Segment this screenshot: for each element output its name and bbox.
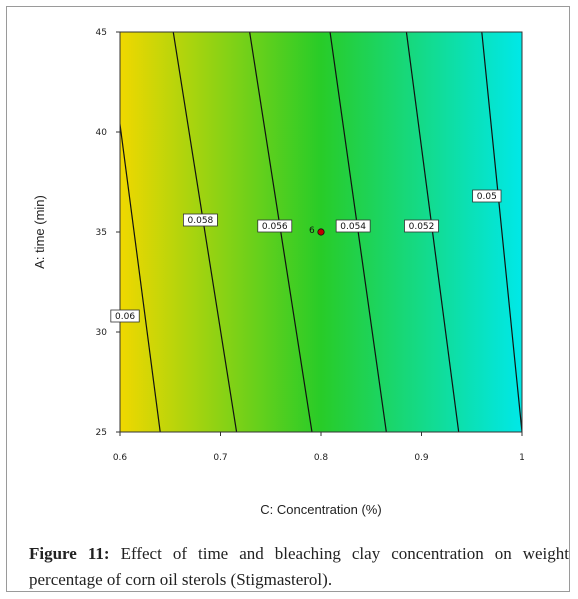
x-tick-label-4: 1 — [519, 453, 525, 463]
x-axis-title: C: Concentration (%) — [260, 502, 381, 517]
y-tick-label-3: 40 — [96, 128, 108, 138]
x-tick-label-0: 0.6 — [113, 453, 128, 463]
contour-label-box-1 — [182, 213, 218, 227]
contour-line-5 — [481, 32, 522, 432]
contour-chart: 0.06 0.058 0.056 0.054 0.052 0.05 6 0.6 0.7 0.8… — [32, 28, 525, 517]
x-tick-label-2: 0.8 — [314, 453, 329, 463]
contour-label-box-5 — [472, 189, 502, 203]
design-point-marker — [317, 228, 325, 236]
contour-label-0: 0.06 — [115, 312, 135, 322]
figure-frame: 0.06 0.058 0.056 0.054 0.052 0.05 6 0.6 0.7 0.8… — [6, 6, 570, 592]
contour-line-1 — [172, 32, 238, 432]
y-tick-label-4: 45 — [96, 28, 107, 38]
design-point-label: 6 — [309, 226, 315, 236]
y-tick-label-0: 25 — [96, 428, 107, 438]
contour-label-4: 0.052 — [409, 222, 435, 232]
x-tick-label-3: 0.9 — [414, 453, 429, 463]
figure-caption: Figure 11: Effect of time and bleaching … — [29, 541, 569, 593]
contour-label-box-4 — [404, 219, 439, 233]
plot-area: 0.06 0.058 0.056 0.054 0.052 0.05 6 — [110, 31, 523, 433]
y-tick-label-2: 35 — [96, 228, 107, 238]
contour-label-box-3 — [335, 219, 371, 233]
contour-label-1: 0.058 — [188, 216, 214, 226]
contour-line-0 — [120, 119, 161, 432]
contour-label-5: 0.05 — [477, 192, 497, 202]
x-tick-label-1: 0.7 — [213, 453, 227, 463]
y-tick-label-1: 30 — [96, 328, 108, 338]
contour-label-box-2 — [257, 219, 293, 233]
contour-label-2: 0.056 — [262, 222, 288, 232]
caption-label: Figure 11: — [29, 544, 110, 563]
contour-label-3: 0.054 — [340, 222, 366, 232]
contour-label-box-0 — [110, 309, 140, 323]
y-axis-title: A: time (min) — [32, 195, 47, 269]
caption-text: Effect of time and bleaching clay concen… — [29, 544, 570, 589]
